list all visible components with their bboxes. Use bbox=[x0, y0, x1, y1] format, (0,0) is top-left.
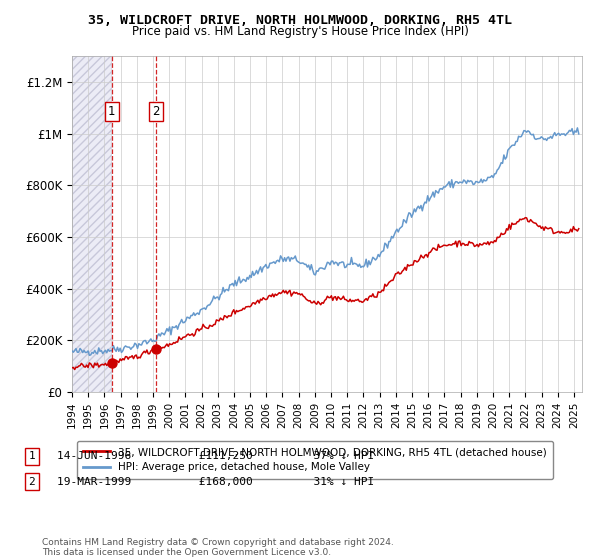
Legend: 35, WILDCROFT DRIVE, NORTH HOLMWOOD, DORKING, RH5 4TL (detached house), HPI: Ave: 35, WILDCROFT DRIVE, NORTH HOLMWOOD, DOR… bbox=[77, 441, 553, 479]
Text: Price paid vs. HM Land Registry's House Price Index (HPI): Price paid vs. HM Land Registry's House … bbox=[131, 25, 469, 38]
Text: 35, WILDCROFT DRIVE, NORTH HOLMWOOD, DORKING, RH5 4TL: 35, WILDCROFT DRIVE, NORTH HOLMWOOD, DOR… bbox=[88, 14, 512, 27]
Text: Contains HM Land Registry data © Crown copyright and database right 2024.
This d: Contains HM Land Registry data © Crown c… bbox=[42, 538, 394, 557]
Text: 14-JUN-1996          £111,250         37% ↓ HPI: 14-JUN-1996 £111,250 37% ↓ HPI bbox=[57, 451, 374, 461]
Text: 2: 2 bbox=[28, 477, 35, 487]
Text: 19-MAR-1999          £168,000         31% ↓ HPI: 19-MAR-1999 £168,000 31% ↓ HPI bbox=[57, 477, 374, 487]
Text: 1: 1 bbox=[108, 105, 115, 118]
Text: 1: 1 bbox=[28, 451, 35, 461]
Text: 2: 2 bbox=[152, 105, 160, 118]
Bar bbox=[72, 56, 111, 392]
